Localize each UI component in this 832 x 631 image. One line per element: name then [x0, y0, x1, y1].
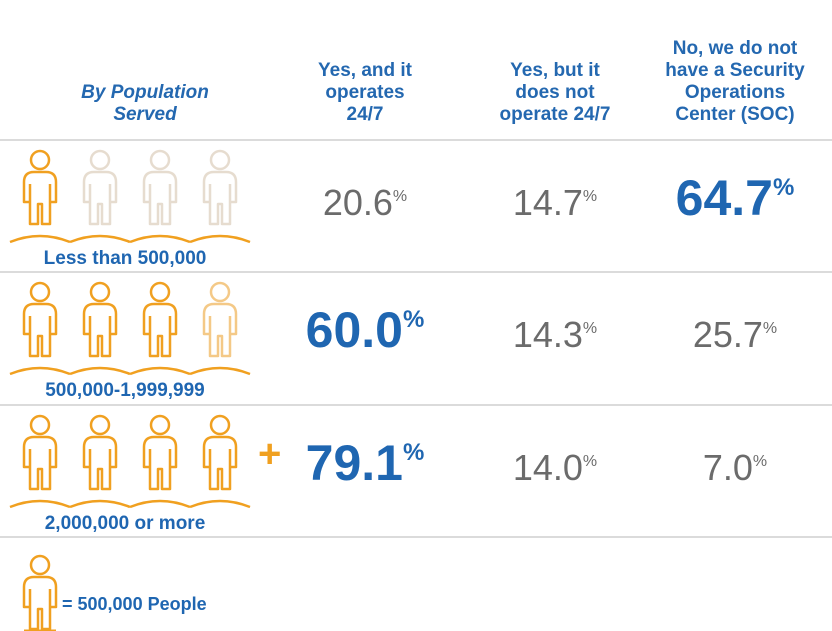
column-header: Center (SOC): [675, 104, 794, 125]
person-icon: [22, 149, 58, 226]
person-icon: [142, 414, 178, 491]
value-text: 14.0: [513, 447, 583, 488]
person-icon: [202, 414, 238, 491]
legend-text: = 500,000 People: [62, 594, 207, 614]
person-icon: [202, 149, 238, 226]
legend-icon: [22, 554, 58, 631]
icon-base: [129, 366, 191, 376]
icon-base: [189, 366, 251, 376]
value-unit: %: [583, 320, 597, 337]
column-header: By Population: [81, 82, 209, 103]
icon-base: [189, 234, 251, 244]
cell-value: 60.0%: [306, 302, 425, 358]
column-header: operates: [325, 82, 404, 103]
value-unit: %: [583, 188, 597, 205]
icon-base: [9, 499, 71, 509]
legend: = 500,000 People: [22, 554, 207, 631]
column-header: have a Security: [665, 60, 805, 81]
person-icon: [22, 414, 58, 491]
value-text: 14.3: [513, 314, 583, 355]
icon-base: [9, 366, 71, 376]
value-unit: %: [773, 174, 794, 201]
icon-base: [9, 234, 71, 244]
column-header: No, we do not: [673, 38, 798, 59]
value-text: 7.0: [703, 447, 753, 488]
value-text: 64.7: [676, 170, 773, 226]
column-header: Operations: [685, 82, 785, 103]
icon-base: [129, 234, 191, 244]
column-header: Yes, but it: [510, 60, 600, 81]
value-unit: %: [583, 453, 597, 470]
cell-value: 64.7%: [676, 170, 795, 226]
column-header: 24/7: [347, 104, 384, 125]
value-unit: %: [403, 306, 424, 333]
cell-value: 79.1%: [306, 435, 425, 491]
value-text: 79.1: [306, 435, 403, 491]
icon-base: [69, 234, 131, 244]
row-label: Less than 500,000: [44, 248, 207, 269]
person-icon: [82, 149, 118, 226]
value-text: 60.0: [306, 302, 403, 358]
person-icon: [82, 281, 118, 358]
person-icon: [202, 281, 238, 358]
value-unit: %: [753, 453, 767, 470]
cell-value: 14.3%: [513, 314, 597, 355]
row-label: 2,000,000 or more: [45, 513, 206, 534]
value-text: 20.6: [323, 182, 393, 223]
value-unit: %: [763, 320, 777, 337]
cell-value: 20.6%: [323, 182, 407, 223]
value-unit: %: [403, 439, 424, 466]
person-icon: [82, 414, 118, 491]
column-header: Served: [113, 104, 177, 125]
column-header: operate 24/7: [500, 104, 611, 125]
cell-value: 7.0%: [703, 447, 767, 488]
icon-base: [189, 499, 251, 509]
cell-value: 25.7%: [693, 314, 777, 355]
value-text: 14.7: [513, 182, 583, 223]
person-icon: [142, 149, 178, 226]
column-header: Yes, and it: [318, 60, 413, 81]
icon-base: [69, 499, 131, 509]
cell-value: 14.0%: [513, 447, 597, 488]
value-unit: %: [393, 188, 407, 205]
person-icon: [142, 281, 178, 358]
plus-sign: +: [258, 432, 281, 476]
value-text: 25.7: [693, 314, 763, 355]
icon-base: [69, 366, 131, 376]
column-header: does not: [515, 82, 595, 103]
icon-base: [129, 499, 191, 509]
row-label: 500,000-1,999,999: [45, 380, 205, 401]
cell-value: 14.7%: [513, 182, 597, 223]
person-icon: [22, 281, 58, 358]
